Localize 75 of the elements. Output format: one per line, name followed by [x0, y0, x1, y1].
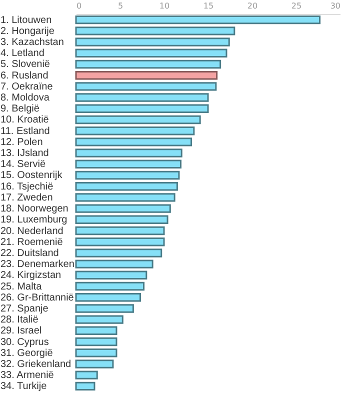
bar [75, 282, 145, 291]
bar [75, 82, 217, 91]
bar [75, 70, 218, 80]
bar [75, 204, 171, 213]
x-tick-label: 20 [247, 2, 258, 10]
bar [75, 15, 321, 24]
y-tick-label: 9. België [0, 104, 40, 115]
y-tick-label: 25. Malta [0, 281, 42, 292]
y-tick-label: 34. Turkije [0, 381, 48, 392]
y-tick-label: 8. Moldova [0, 92, 50, 104]
bar [75, 337, 118, 346]
y-tick-label: 17. Zweden [0, 192, 53, 204]
bar [75, 160, 182, 169]
y-tick-label: 16. Tsjechië [0, 181, 54, 192]
x-tick-label: 10 [159, 2, 170, 10]
y-tick-label: 11. Estland [0, 126, 50, 137]
y-tick-label: 24. Kirgizstan [0, 270, 62, 282]
bar [75, 260, 154, 268]
y-tick-label: 6. Rusland [0, 70, 48, 82]
y-tick-label: 12. Polen [0, 136, 43, 148]
x-tick-label: 30 [330, 2, 340, 10]
bar [75, 93, 209, 102]
y-tick-label: 32. Griekenland [0, 358, 72, 370]
bar [75, 270, 148, 280]
bar [75, 293, 141, 302]
bar [75, 370, 98, 380]
bar [75, 360, 114, 368]
y-tick-label: 3. Kazachstan [0, 37, 64, 48]
bar [75, 182, 178, 191]
y-tick-label: 7. Oekraïne [0, 81, 54, 92]
y-tick-label: 2. Hongarije [0, 26, 55, 37]
bar [75, 170, 180, 180]
bar [75, 304, 134, 313]
bar [75, 348, 118, 358]
bar [75, 104, 209, 113]
bar [75, 226, 165, 236]
y-tick-label: 4. Letland [0, 48, 44, 60]
x-tick-label: 15 [203, 2, 214, 10]
y-tick-label: 31. Georgië [0, 348, 54, 359]
y-tick-label: 15. Oostenrijk [0, 170, 64, 182]
bar [75, 382, 96, 391]
y-tick-label: 29. Israel [0, 326, 42, 337]
y-tick-label: 21. Roemenië [0, 236, 64, 248]
bar [75, 148, 182, 158]
y-tick-label: 30. Cyprus [0, 336, 49, 348]
y-tick-label: 20. Nederland [0, 226, 64, 237]
y-tick-label: 22. Duitsland [0, 248, 59, 259]
y-tick-label: 13. IJsland [0, 148, 49, 160]
bar [75, 126, 195, 136]
y-tick-label: 10. Kroatië [0, 114, 50, 126]
bar [75, 60, 222, 69]
y-tick-label: 26. Gr-Brittannië [0, 292, 74, 304]
bar [75, 326, 118, 336]
y-tick-label: 18. Noorwegen [0, 204, 68, 215]
y-tick-label: 33. Armenië [0, 370, 54, 382]
bar [75, 48, 228, 58]
y-tick-label: 23. Denemarken [0, 259, 74, 270]
y-tick-label: 14. Servië [0, 159, 46, 170]
bar [75, 26, 236, 36]
bar [75, 215, 168, 224]
bar [75, 248, 162, 258]
bar [75, 237, 165, 246]
bar [75, 38, 230, 46]
y-tick-label: 28. Italië [0, 314, 39, 326]
y-tick-label: 27. Spanje [0, 303, 49, 314]
y-tick-label: 1. Litouwen [0, 14, 52, 26]
bar [75, 315, 124, 324]
y-tick-label: 5. Slovenië [0, 59, 50, 70]
bar [75, 193, 176, 202]
x-tick-label: 25 [291, 2, 302, 10]
y-tick-label: 19. Luxemburg [0, 214, 68, 226]
bar [75, 138, 192, 146]
x-tick-label: 0 [76, 2, 82, 10]
bar [75, 115, 201, 124]
x-tick-label: 5 [118, 2, 124, 10]
